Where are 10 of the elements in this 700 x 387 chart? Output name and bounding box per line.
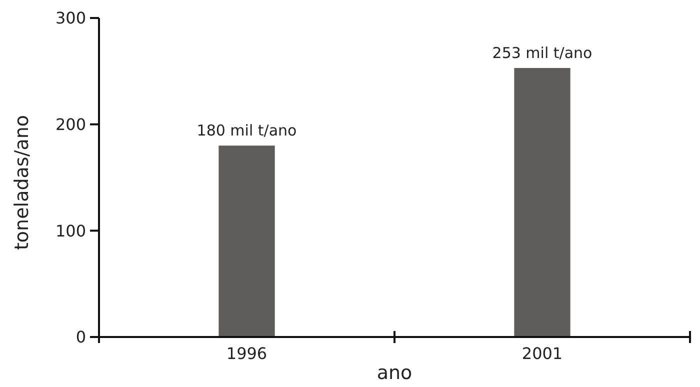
x-tick-label: 2001 bbox=[522, 344, 563, 363]
data-label: 180 mil t/ano bbox=[196, 122, 297, 140]
y-tick-label: 0 bbox=[76, 328, 86, 347]
y-axis-title: toneladas/ano bbox=[11, 114, 33, 250]
y-tick-label: 200 bbox=[55, 114, 86, 134]
x-tick-label: 1996 bbox=[226, 344, 268, 363]
x-axis-title: ano bbox=[376, 362, 412, 384]
y-tick-label: 300 bbox=[55, 8, 86, 28]
data-label: 253 mil t/ano bbox=[492, 44, 592, 62]
y-tick-label: 100 bbox=[55, 221, 86, 240]
